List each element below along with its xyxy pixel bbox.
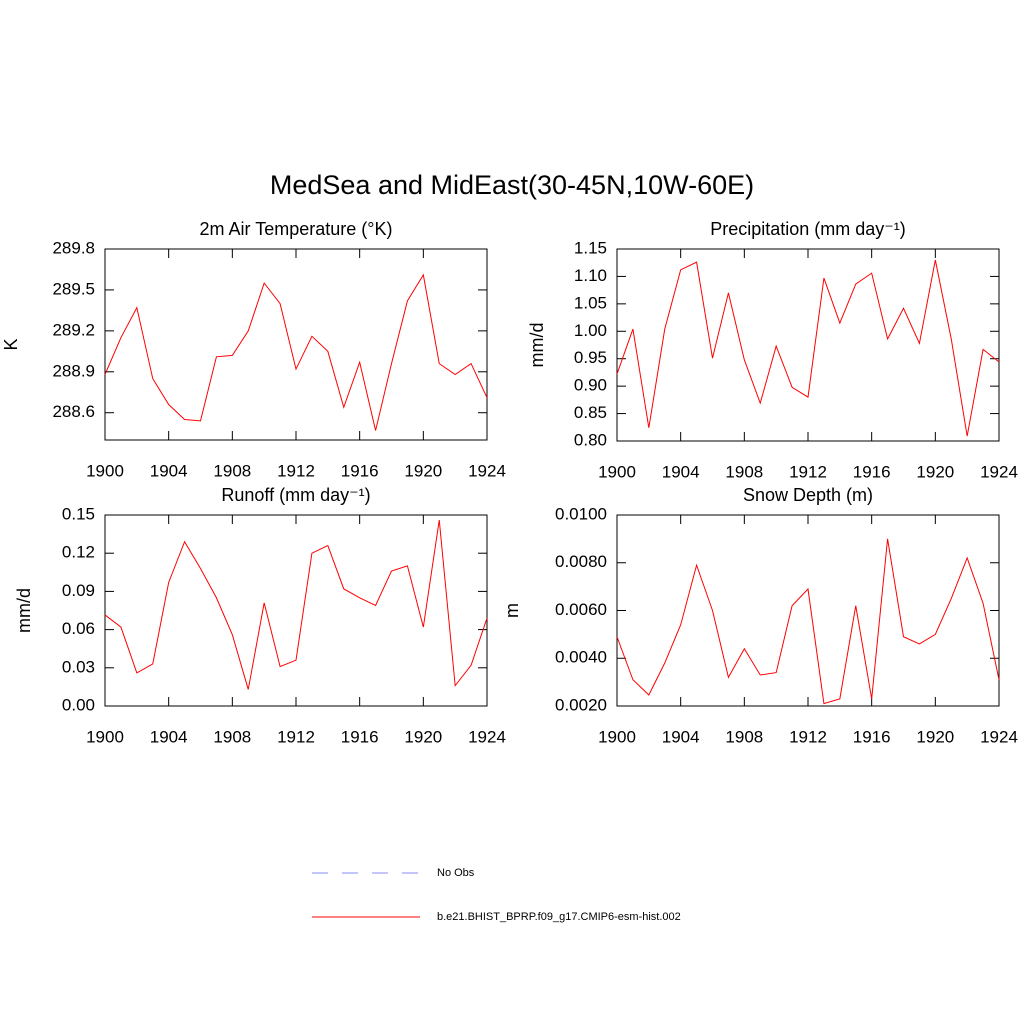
x-tick-label: 1900 (86, 461, 124, 480)
y-tick-label: 0.00 (62, 695, 95, 714)
legend-label: b.e21.BHIST_BPRP.f09_g17.CMIP6-esm-hist.… (437, 911, 681, 923)
panel-title: 2m Air Temperature (°K) (200, 219, 393, 239)
y-tick-label: 1.00 (574, 321, 607, 340)
y-tick-label: 1.10 (574, 266, 607, 285)
y-tick-label: 1.05 (574, 293, 607, 312)
panel: Runoff (mm day⁻¹) mm/d 1900 1904 1908 1912 191… (14, 485, 506, 747)
y-tick-label: 0.0060 (555, 600, 607, 619)
y-tick-label: 0.0080 (555, 552, 607, 571)
panel: Precipitation (mm day⁻¹) mm/d 1900 1904 1908… (527, 219, 1018, 482)
x-tick-label: 1920 (404, 727, 442, 746)
panel-title: Snow Depth (m) (743, 485, 873, 505)
x-tick-label: 1924 (468, 727, 506, 746)
x-tick-label: 1920 (404, 461, 442, 480)
y-tick-label: 1.15 (574, 238, 607, 257)
x-tick-label: 1900 (598, 462, 636, 481)
y-tick-label: 0.95 (574, 348, 607, 367)
legend-label: No Obs (437, 867, 475, 879)
x-tick-label: 1900 (86, 727, 124, 746)
y-tick-label: 0.0020 (555, 695, 607, 714)
y-tick-label: 0.90 (574, 376, 607, 395)
y-tick-label: 0.06 (62, 619, 95, 638)
x-tick-label: 1908 (213, 461, 251, 480)
data-line (616, 259, 1000, 437)
y-tick-label: 0.85 (574, 403, 607, 422)
y-axis-label: K (1, 338, 21, 350)
data-line (616, 538, 1000, 705)
x-tick-label: 1904 (150, 727, 188, 746)
x-tick-label: 1916 (341, 727, 379, 746)
y-tick-label: 0.15 (62, 504, 95, 523)
y-axis-label: m (502, 603, 522, 618)
main-title: MedSea and MidEast(30-45N,10W-60E) (270, 170, 754, 200)
y-tick-label: 289.5 (52, 279, 95, 298)
data-line (104, 520, 488, 690)
x-tick-label: 1904 (150, 461, 188, 480)
x-tick-label: 1912 (789, 727, 827, 746)
data-line (104, 273, 488, 431)
x-tick-label: 1924 (980, 462, 1018, 481)
y-tick-label: 0.03 (62, 657, 95, 676)
x-tick-label: 1908 (725, 462, 763, 481)
y-tick-label: 288.9 (52, 361, 95, 380)
x-tick-label: 1916 (341, 461, 379, 480)
y-tick-label: 0.80 (574, 430, 607, 449)
x-tick-label: 1920 (916, 462, 954, 481)
panel-title: Precipitation (mm day⁻¹) (710, 219, 906, 239)
x-tick-label: 1912 (789, 462, 827, 481)
panel: 2m Air Temperature (°K) K 1900 1904 1908 1912… (1, 219, 506, 481)
x-tick-label: 1916 (853, 462, 891, 481)
y-tick-label: 288.6 (52, 402, 95, 421)
x-tick-label: 1904 (662, 462, 700, 481)
x-tick-label: 1904 (662, 727, 700, 746)
x-tick-label: 1920 (916, 727, 954, 746)
y-tick-label: 0.0040 (555, 648, 607, 667)
x-tick-label: 1900 (598, 727, 636, 746)
x-tick-label: 1924 (468, 461, 506, 480)
y-axis-label: mm/d (14, 588, 34, 633)
x-tick-label: 1908 (725, 727, 763, 746)
y-tick-label: 0.12 (62, 543, 95, 562)
x-tick-label: 1924 (980, 727, 1018, 746)
y-tick-label: 0.0100 (555, 504, 607, 523)
y-axis-label: mm/d (527, 323, 547, 368)
y-tick-label: 0.09 (62, 581, 95, 600)
y-tick-label: 289.2 (52, 320, 95, 339)
x-tick-label: 1912 (277, 461, 315, 480)
x-tick-label: 1908 (213, 727, 251, 746)
panel-title: Runoff (mm day⁻¹) (221, 485, 370, 505)
panel: Snow Depth (m) m 1900 1904 1908 1912 1916 1920 1… (502, 485, 1018, 747)
x-tick-label: 1912 (277, 727, 315, 746)
y-tick-label: 289.8 (52, 238, 95, 257)
x-tick-label: 1916 (853, 727, 891, 746)
